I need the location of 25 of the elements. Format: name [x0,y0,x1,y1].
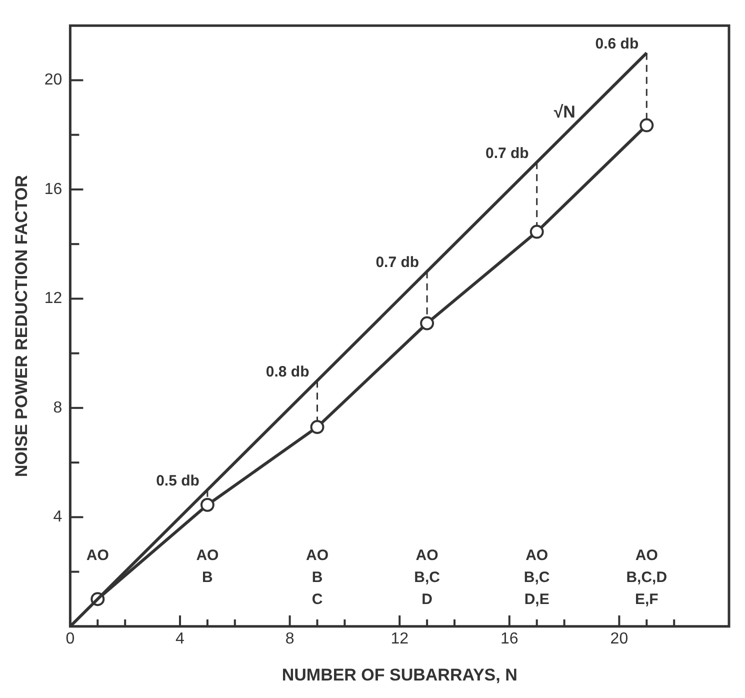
annotation: 0.7 db [485,144,529,162]
x-tick-label: 16 [500,630,518,648]
y-tick-label: 12 [44,290,62,308]
series-label: √N [554,102,576,122]
annotation: 0.8 db [266,363,310,380]
y-tick-label: 20 [44,72,62,89]
x-tick-label: 4 [176,630,185,648]
annotation: AO B C [306,547,329,608]
y-tick-label: 8 [53,399,62,416]
y-tick-label: 16 [44,180,62,198]
annotation: AO B,C,D E,F [626,547,668,608]
annotation: AO B,C D [414,547,440,608]
x-tick-label: 12 [390,630,409,648]
annotation: 0.5 db [156,472,200,490]
annotation: 0.7 db [376,254,420,272]
y-tick-label: 4 [53,508,62,526]
x-tick-label: 8 [285,630,294,648]
x-axis-title: NUMBER OF SUBARRAYS, N [282,665,518,684]
annotation: AO B [196,547,220,586]
annotation: AO [86,547,110,564]
x-tick-label: 20 [610,630,628,648]
annotation: AO B,C D,E [524,547,550,608]
x-tick-label: 0 [66,630,75,648]
annotation: 0.6 db [595,36,639,53]
y-axis-title: NOISE POWER REDUCTION FACTOR [12,175,31,477]
